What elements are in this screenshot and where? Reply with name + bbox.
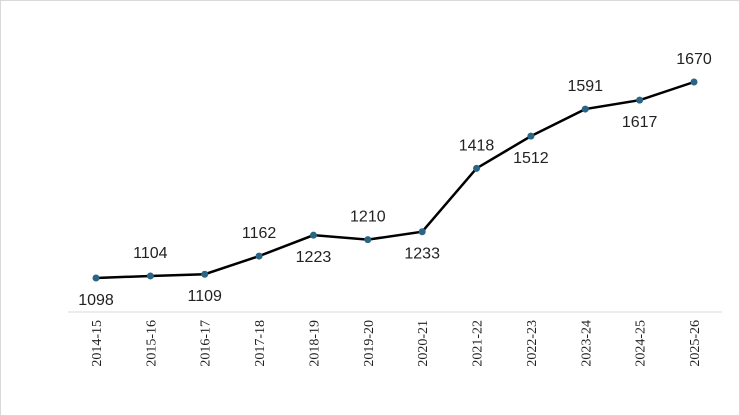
marker (636, 96, 644, 104)
x-tick-label: 2019-20 (362, 320, 377, 367)
marker (309, 231, 317, 239)
data-label: 1617 (622, 114, 658, 131)
marker (473, 164, 481, 172)
x-tick-label: 2024-25 (634, 320, 649, 367)
data-label: 1418 (459, 137, 495, 154)
data-label: 1233 (404, 246, 440, 263)
marker (364, 236, 372, 244)
x-tick-label: 2016-17 (199, 320, 214, 367)
x-tick-label: 2018-19 (307, 320, 322, 367)
x-tick-label: 2020-21 (416, 320, 431, 367)
line (95, 80, 695, 280)
x-tick-label: 2023-24 (579, 320, 594, 367)
data-label: 1210 (350, 209, 386, 226)
marker (201, 270, 209, 278)
data-label: 1591 (567, 78, 603, 95)
x-tick-label: 2014-15 (90, 320, 105, 367)
x-tick-label: 2025-26 (688, 320, 703, 367)
data-label: 1109 (188, 288, 223, 305)
data-label: 1104 (133, 245, 168, 262)
data-label: 1223 (296, 249, 332, 266)
data-label: 1098 (78, 292, 114, 309)
x-tick-label: 2021-22 (471, 320, 486, 367)
marker (92, 274, 100, 282)
marker (527, 132, 535, 140)
marker (690, 78, 698, 86)
data-label: 1670 (676, 51, 712, 68)
marker (418, 228, 426, 236)
data-label: 1162 (242, 225, 277, 242)
x-tick-label: 2015-16 (144, 320, 159, 367)
x-tick-label: 2022-23 (525, 320, 540, 367)
marker (255, 252, 263, 260)
data-label: 1512 (513, 150, 549, 167)
marker (581, 105, 589, 113)
marker (146, 272, 154, 280)
x-tick-label: 2017-18 (253, 320, 268, 367)
